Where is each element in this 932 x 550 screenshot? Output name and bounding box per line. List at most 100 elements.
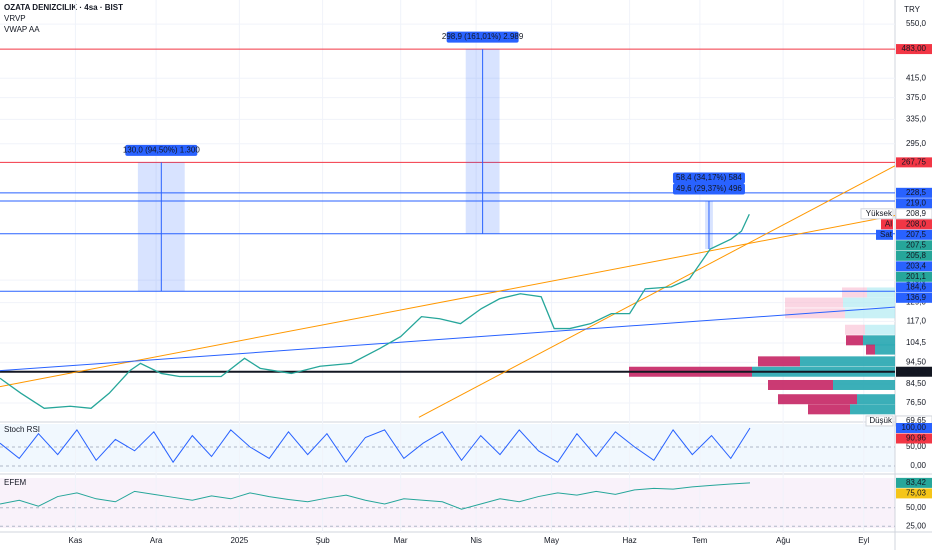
price-badge-label: 201,1 [906, 272, 927, 281]
y-tick-label: 375,0 [906, 93, 927, 102]
x-tick-label: Kas [69, 536, 83, 545]
measure-label: 298,9 (161,01%) 2.989 [442, 32, 524, 41]
measure-label-bg [125, 144, 198, 156]
vrvp-up [758, 356, 800, 367]
x-tick-label: 2025 [230, 536, 248, 545]
price-badge-label: 184,6 [906, 282, 927, 291]
vrvp-up [768, 379, 833, 390]
price-badge [896, 292, 932, 303]
price-badge-label: 207,5 [906, 230, 927, 239]
value-badge-label: 100,00 [902, 423, 927, 432]
y-tick-label: 117,0 [907, 316, 927, 325]
price-badge-label: 208,9 [906, 209, 927, 218]
y-tick-label: 94,50 [906, 357, 927, 366]
vrvp-down [800, 356, 895, 367]
y-tick-label: 76,50 [906, 398, 927, 407]
pane-title: EFEM [4, 478, 27, 487]
badge-prefix-bg [865, 415, 894, 427]
price-badge-label: 483,00 [902, 44, 927, 53]
price-badge [895, 208, 932, 220]
vrvp-down [845, 308, 895, 319]
vrvp-down [857, 394, 895, 405]
measure-label: 58,4 (34,17%) 584 [676, 173, 742, 182]
measure-label-bg [446, 31, 519, 43]
y-tick-label: 25,00 [906, 521, 927, 530]
y-tick-label: 550,0 [906, 19, 927, 28]
y-tick-label: 104,5 [906, 338, 927, 347]
price-badge-label: 207,5 [906, 240, 927, 249]
badge-prefix: Sat [880, 230, 893, 239]
vrvp-up [866, 344, 875, 355]
badge-prefix-bg [860, 208, 894, 220]
price-badge [896, 282, 932, 293]
badge-prefix-bg [881, 219, 893, 230]
price-badge-label: 267,75 [902, 157, 927, 166]
price-badge [896, 271, 932, 282]
efem-pane-bg [0, 478, 895, 528]
vrvp-down [850, 404, 895, 415]
y-tick-label: 0,00 [910, 461, 926, 470]
vrvp-up [808, 404, 850, 415]
y-tick-label: 335,0 [906, 114, 927, 123]
x-tick-label: Mar [394, 536, 408, 545]
price-badge [896, 261, 932, 272]
value-badge [896, 477, 932, 488]
oscillator-line [0, 482, 751, 510]
badge-prefix: Düşük [869, 416, 893, 425]
y-tick-label: 50,00 [906, 442, 927, 451]
price-badge-label: 205,8 [906, 251, 927, 260]
price-line [0, 213, 750, 409]
x-tick-label: Nis [470, 536, 482, 545]
price-badge-label: 228,5 [906, 188, 927, 197]
vrvp-up [842, 287, 867, 298]
y-tick-label: 50,00 [906, 503, 927, 512]
badge-prefix: Al [885, 219, 892, 228]
price-badge-label: 203,4 [906, 261, 927, 270]
measure-label-bg [672, 172, 745, 184]
vrvp-up [785, 297, 843, 308]
value-badge [896, 423, 932, 433]
x-tick-label: May [544, 536, 559, 545]
x-tick-label: Ara [150, 536, 163, 545]
measure-label-bg [672, 183, 745, 195]
vrvp-up [778, 394, 857, 405]
y-tick-label: 295,0 [906, 139, 927, 148]
badge-prefix-bg [876, 229, 893, 240]
trendline [418, 165, 896, 418]
value-badge-label: 90,96 [906, 434, 927, 443]
x-tick-label: Eyl [858, 536, 869, 545]
price-badge [896, 240, 932, 251]
price-badge [896, 157, 932, 168]
y-tick-label: 415,0 [906, 73, 927, 82]
badge-prefix: Yüksek [866, 209, 893, 218]
value-badge-label: 75,03 [906, 488, 927, 497]
value-badge-label: 83,42 [906, 478, 927, 487]
y-tick-label: 84,50 [906, 379, 927, 388]
value-badge [896, 488, 932, 499]
pane-title: Stoch RSI [4, 425, 40, 434]
vrvp-down [843, 297, 895, 308]
price-badge-label: 136,9 [906, 293, 927, 302]
value-badge [896, 433, 932, 444]
measure-label: 130,0 (94,50%) 1.300 [123, 145, 200, 154]
price-badge-label: 208,0 [906, 219, 927, 228]
chart-title: OZATA DENIZCILIK · 4sa · BIST [4, 3, 123, 12]
vrvp-down [867, 287, 895, 298]
measure-label: 49,6 (29,37%) 496 [676, 184, 742, 193]
trendline [0, 306, 896, 372]
price-badge [896, 250, 932, 261]
vrvp-up [785, 308, 845, 319]
x-tick-label: Tem [692, 536, 707, 545]
vrvp-down [863, 335, 895, 346]
x-tick-label: Ağu [776, 536, 790, 545]
x-tick-label: Haz [623, 536, 637, 545]
price-badge [896, 44, 932, 55]
vrvp-down [875, 344, 895, 355]
price-badge [896, 198, 932, 209]
price-badge [896, 229, 932, 240]
price-badge-label: 90,00 [906, 367, 927, 376]
currency: TRY [904, 5, 921, 14]
price-badge [896, 187, 932, 198]
vrvp-down [865, 324, 895, 335]
